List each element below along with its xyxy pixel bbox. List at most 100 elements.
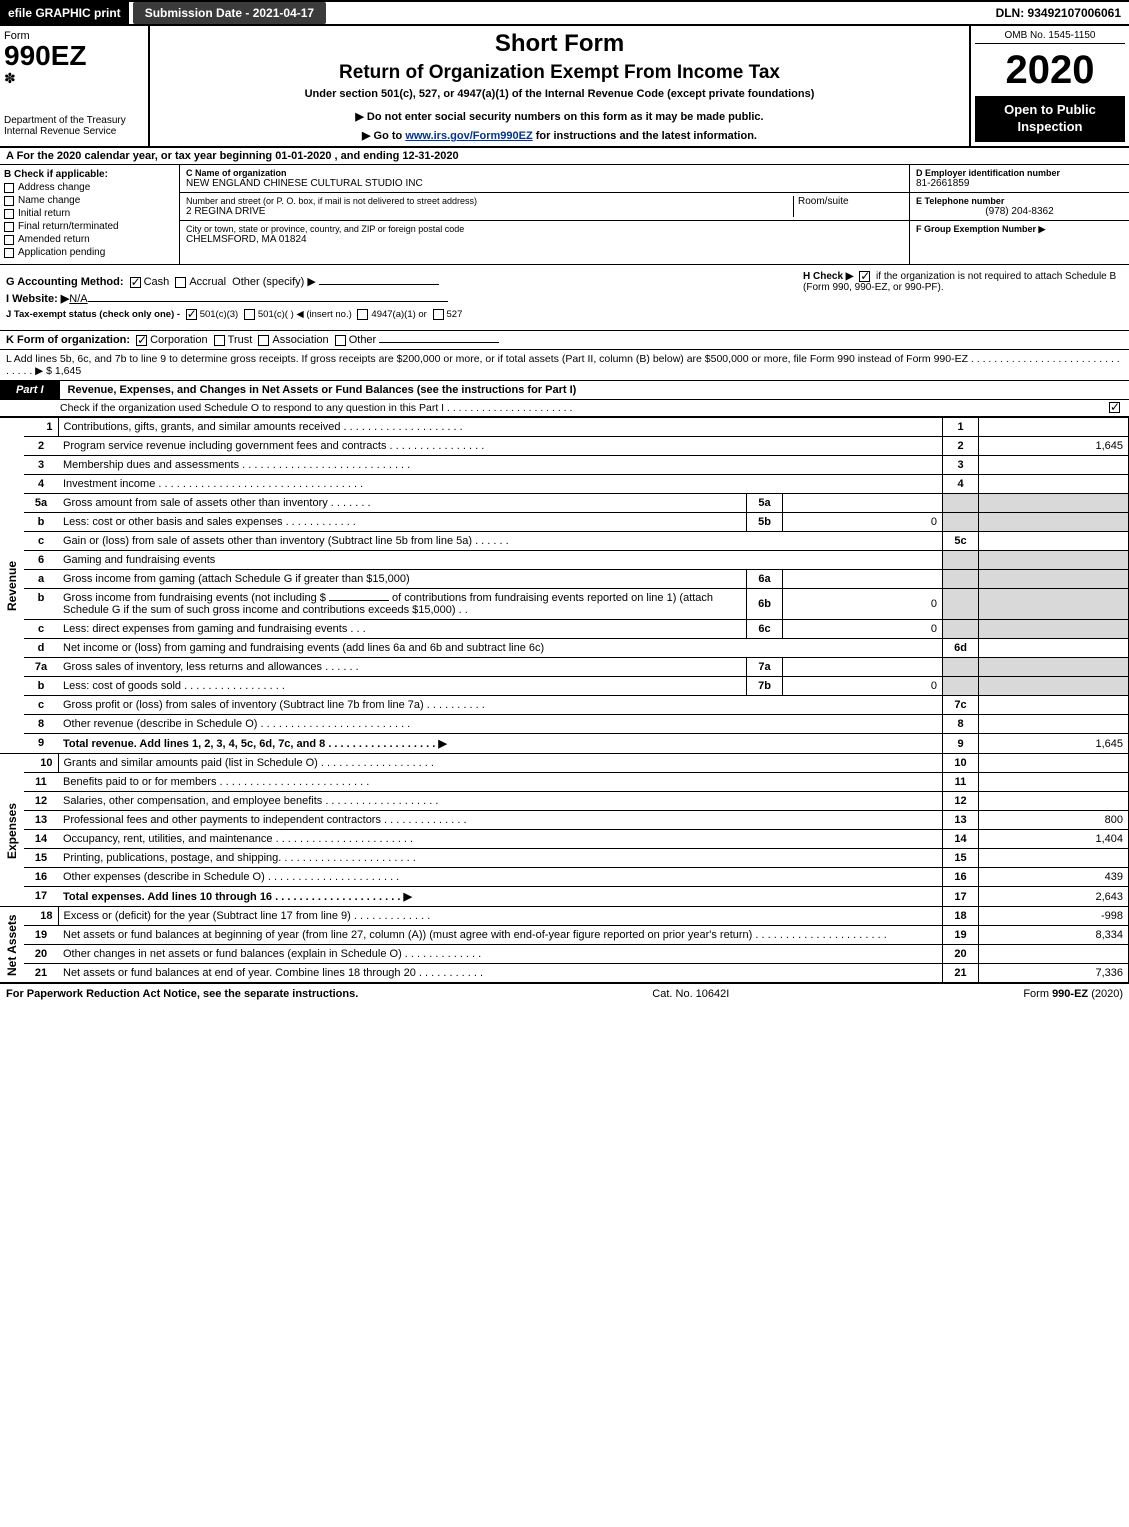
h-checkbox[interactable]: [859, 271, 870, 282]
chk-amended[interactable]: Amended return: [4, 234, 175, 245]
g-other-input[interactable]: [319, 284, 439, 285]
website-value: N/A: [69, 293, 87, 305]
l18-d: Excess or (deficit) for the year (Subtra…: [58, 907, 943, 926]
l1-d: Contributions, gifts, grants, and simila…: [58, 418, 943, 437]
l7b-d: Less: cost of goods sold . . . . . . . .…: [58, 677, 747, 696]
l20-rn: 20: [943, 945, 979, 964]
k-corp-label: Corporation: [150, 334, 207, 346]
dln-label: DLN: 93492107006061: [988, 2, 1129, 24]
c-name-label: C Name of organization: [186, 168, 903, 178]
l6b-a-shade: [979, 589, 1129, 620]
l7b-rn-shade: [943, 677, 979, 696]
l10-rn: 10: [943, 754, 979, 773]
chk-address-label: Address change: [18, 182, 90, 193]
l2-rn: 2: [943, 437, 979, 456]
k-trust-checkbox[interactable]: [214, 335, 225, 346]
chk-pending[interactable]: Application pending: [4, 247, 175, 258]
l12-d: Salaries, other compensation, and employ…: [58, 792, 943, 811]
k-other-input[interactable]: [379, 342, 499, 343]
j-501c3-label: 501(c)(3): [200, 309, 239, 320]
l2-n: 2: [24, 437, 58, 456]
col-d: D Employer identification number 81-2661…: [909, 165, 1129, 264]
h-label: H Check ▶: [803, 271, 853, 282]
header-mid: Short Form Return of Organization Exempt…: [150, 26, 969, 146]
g-label: G Accounting Method:: [6, 276, 124, 288]
l9-d-text: Total revenue. Add lines 1, 2, 3, 4, 5c,…: [63, 738, 447, 750]
l19-d: Net assets or fund balances at beginning…: [58, 926, 943, 945]
org-name: NEW ENGLAND CHINESE CULTURAL STUDIO INC: [186, 178, 903, 189]
l18-rn: 18: [943, 907, 979, 926]
l6d-n: d: [24, 639, 58, 658]
l1-rn: 1: [943, 418, 979, 437]
j-4947-checkbox[interactable]: [357, 309, 368, 320]
l11-rn: 11: [943, 773, 979, 792]
l6c-a-shade: [979, 620, 1129, 639]
l7a-mv: [783, 658, 943, 677]
l7b-mn: 7b: [747, 677, 783, 696]
l8-a: [979, 715, 1129, 734]
g-cash-checkbox[interactable]: [130, 277, 141, 288]
l3-n: 3: [24, 456, 58, 475]
l13-a: 800: [979, 811, 1129, 830]
i-label: I Website: ▶: [6, 293, 69, 305]
l9-d: Total revenue. Add lines 1, 2, 3, 4, 5c,…: [58, 734, 943, 754]
l7a-d: Gross sales of inventory, less returns a…: [58, 658, 747, 677]
k-other-checkbox[interactable]: [335, 335, 346, 346]
l16-d: Other expenses (describe in Schedule O) …: [58, 868, 943, 887]
chk-final[interactable]: Final return/terminated: [4, 221, 175, 232]
tax-year: 2020: [975, 50, 1125, 90]
section-l: L Add lines 5b, 6c, and 7b to line 9 to …: [0, 350, 1129, 381]
l6-rn-shade: [943, 551, 979, 570]
section-ghij: G Accounting Method: Cash Accrual Other …: [0, 265, 1129, 331]
part1-schedo-checkbox[interactable]: [1109, 402, 1120, 413]
j-527-checkbox[interactable]: [433, 309, 444, 320]
l1-n: 1: [24, 418, 58, 437]
k-assoc-checkbox[interactable]: [258, 335, 269, 346]
l6c-rn-shade: [943, 620, 979, 639]
col-h: H Check ▶ if the organization is not req…: [803, 271, 1123, 324]
l6a-a-shade: [979, 570, 1129, 589]
l6b-blank[interactable]: [329, 600, 389, 601]
l6a-n: a: [24, 570, 58, 589]
j-501c-label: 501(c)( ) ◀ (insert no.): [258, 309, 352, 320]
efile-print-button[interactable]: efile GRAPHIC print: [0, 2, 129, 24]
chk-pending-label: Application pending: [18, 247, 105, 258]
l14-d: Occupancy, rent, utilities, and maintena…: [58, 830, 943, 849]
l6d-rn: 6d: [943, 639, 979, 658]
j-501c3-checkbox[interactable]: [186, 309, 197, 320]
l17-d-text: Total expenses. Add lines 10 through 16 …: [63, 891, 412, 903]
chk-name[interactable]: Name change: [4, 195, 175, 206]
l4-n: 4: [24, 475, 58, 494]
k-corp-checkbox[interactable]: [136, 335, 147, 346]
l6d-d: Net income or (loss) from gaming and fun…: [58, 639, 943, 658]
chk-address[interactable]: Address change: [4, 182, 175, 193]
goto-link[interactable]: www.irs.gov/Form990EZ: [405, 130, 532, 142]
l7c-rn: 7c: [943, 696, 979, 715]
g-accrual-checkbox[interactable]: [175, 277, 186, 288]
l2-a: 1,645: [979, 437, 1129, 456]
header-left: Form 990EZ ✽ Department of the Treasury …: [0, 26, 150, 146]
l13-n: 13: [24, 811, 58, 830]
k-trust-label: Trust: [228, 334, 253, 346]
l6b-rn-shade: [943, 589, 979, 620]
l6-d: Gaming and fundraising events: [58, 551, 943, 570]
l11-n: 11: [24, 773, 58, 792]
l14-n: 14: [24, 830, 58, 849]
l18-n: 18: [24, 907, 58, 926]
l17-d: Total expenses. Add lines 10 through 16 …: [58, 887, 943, 907]
org-city: CHELMSFORD, MA 01824: [186, 234, 903, 245]
col-ghij-left: G Accounting Method: Cash Accrual Other …: [6, 271, 803, 324]
l7b-n: b: [24, 677, 58, 696]
l15-a: [979, 849, 1129, 868]
col-b: B Check if applicable: Address change Na…: [0, 165, 180, 264]
l5a-mn: 5a: [747, 494, 783, 513]
section-k: K Form of organization: Corporation Trus…: [0, 331, 1129, 350]
j-501c-checkbox[interactable]: [244, 309, 255, 320]
chk-initial[interactable]: Initial return: [4, 208, 175, 219]
l12-n: 12: [24, 792, 58, 811]
l6a-rn-shade: [943, 570, 979, 589]
col-b-label: B Check if applicable:: [4, 169, 175, 180]
l5a-a-shade: [979, 494, 1129, 513]
row-a-period: A For the 2020 calendar year, or tax yea…: [0, 148, 1129, 165]
l4-a: [979, 475, 1129, 494]
